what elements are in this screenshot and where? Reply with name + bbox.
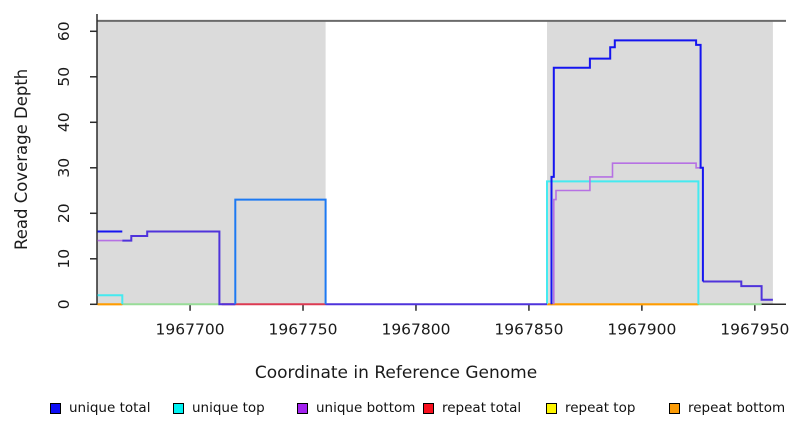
legend-item-repeat-top: repeat top (546, 398, 635, 418)
series-unique-total-and-bottom-overlap-left (122, 230, 236, 306)
x-tick-label: 1967950 (720, 320, 789, 338)
x-tick-label: 1967700 (156, 320, 225, 338)
series-unique-total-right (550, 39, 704, 305)
x-axis-title: Coordinate in Reference Genome (254, 363, 538, 383)
legend-swatch-unique-bottom (297, 402, 308, 414)
y-tick-label: 40 (55, 112, 73, 132)
legend-label: repeat top (565, 400, 636, 416)
legend-label: unique total (69, 400, 151, 416)
legend-label: repeat total (442, 400, 522, 416)
legend-item-repeat-bottom: repeat bottom (669, 398, 785, 418)
legend-label: repeat bottom (688, 400, 786, 416)
legend-item-repeat-total: repeat total (423, 398, 521, 418)
legend-label: unique top (192, 400, 265, 416)
shaded-region (97, 20, 326, 305)
series-unique-bottom-right (552, 162, 701, 305)
legend-swatch-unique-top (173, 402, 184, 414)
y-tick-label: 20 (55, 203, 73, 223)
x-tick-label: 1967850 (494, 320, 563, 338)
series-unique-top-right (546, 180, 700, 305)
legend-label: unique bottom (316, 400, 416, 416)
x-tick-label: 1967800 (381, 320, 450, 338)
x-tick-label: 1967750 (269, 320, 338, 338)
y-tick-label: 30 (55, 158, 73, 178)
y-tick-label: 0 (55, 299, 73, 309)
legend-item-unique-top: unique top (173, 398, 265, 418)
x-tick-label: 1967900 (607, 320, 676, 338)
legend-item-unique-bottom: unique bottom (297, 398, 415, 418)
legend-swatch-repeat-total (423, 402, 434, 414)
series-unique-total-box (234, 198, 327, 305)
y-tick-label: 60 (55, 21, 73, 41)
series-unique-top-left (97, 294, 124, 305)
legend-item-unique-total: unique total (50, 398, 150, 418)
y-tick-label: 50 (55, 67, 73, 87)
y-tick-label: 10 (55, 249, 73, 269)
legend-swatch-repeat-bottom (669, 402, 680, 414)
legend-swatch-unique-total (50, 402, 61, 414)
series-unique-total-and-bottom-overlap-tail (702, 280, 773, 301)
legend-swatch-repeat-top (546, 402, 557, 414)
y-axis-title: Read Coverage Depth (12, 68, 31, 250)
legend: unique total unique top unique bottom re… (0, 398, 792, 420)
